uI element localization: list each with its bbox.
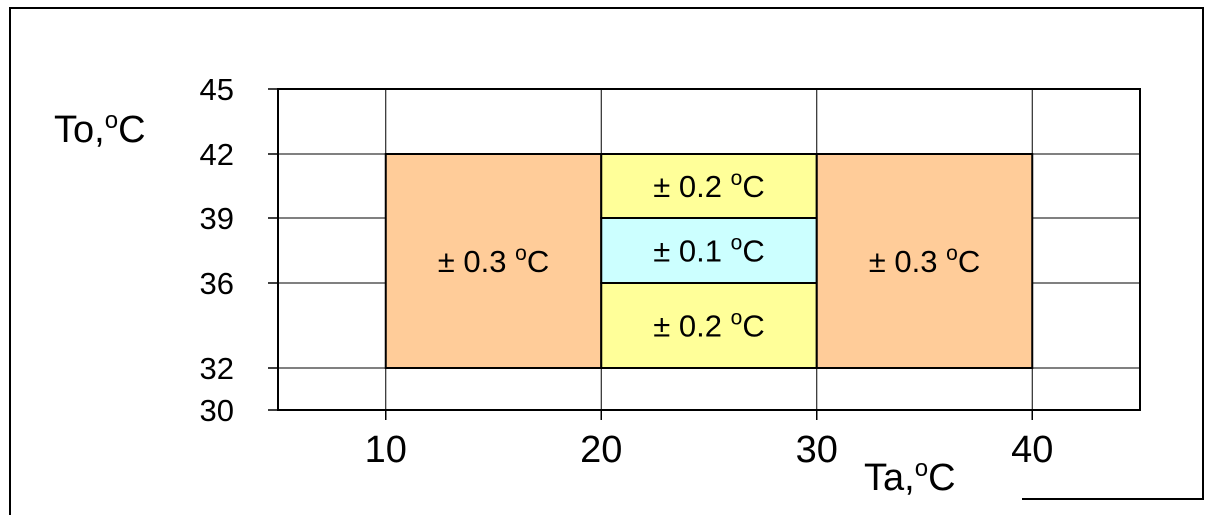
accuracy-region [600,153,818,219]
ticks [268,88,1033,420]
region-label: ± 0.2 oC [653,307,764,344]
accuracy-region [815,153,1034,369]
regions: ± 0.3 oC ± 0.2 oC ± 0.1 oC ± 0.2 oC ± 0.3 oC [384,153,1034,369]
y-tick-label: 42 [200,137,234,172]
y-tick-label: 32 [200,351,234,386]
labels: 10 20 30 40 30 32 36 39 42 45 [200,72,1054,471]
x-tick-label: 30 [796,429,838,471]
y-axis-title: To,oC [54,107,146,151]
outer-border [9,7,1204,515]
x-tick-label: 10 [365,429,407,471]
x-axis-title: Ta,oC [864,455,956,499]
x-tick-label: 20 [580,429,622,471]
region-label: ± 0.2 oC [653,167,764,204]
accuracy-region [600,282,818,369]
region-label: ± 0.3 oC [869,242,980,279]
accuracy-region [384,153,603,369]
y-tick-label: 45 [200,72,234,107]
region-label: ± 0.1 oC [653,232,764,269]
y-tick-label: 39 [200,201,234,236]
y-tick-label: 30 [200,393,234,428]
plot-area [277,88,1141,411]
x-tick-label: 40 [1011,429,1053,471]
region-label: ± 0.3 oC [438,242,549,279]
y-tick-label: 36 [200,266,234,301]
